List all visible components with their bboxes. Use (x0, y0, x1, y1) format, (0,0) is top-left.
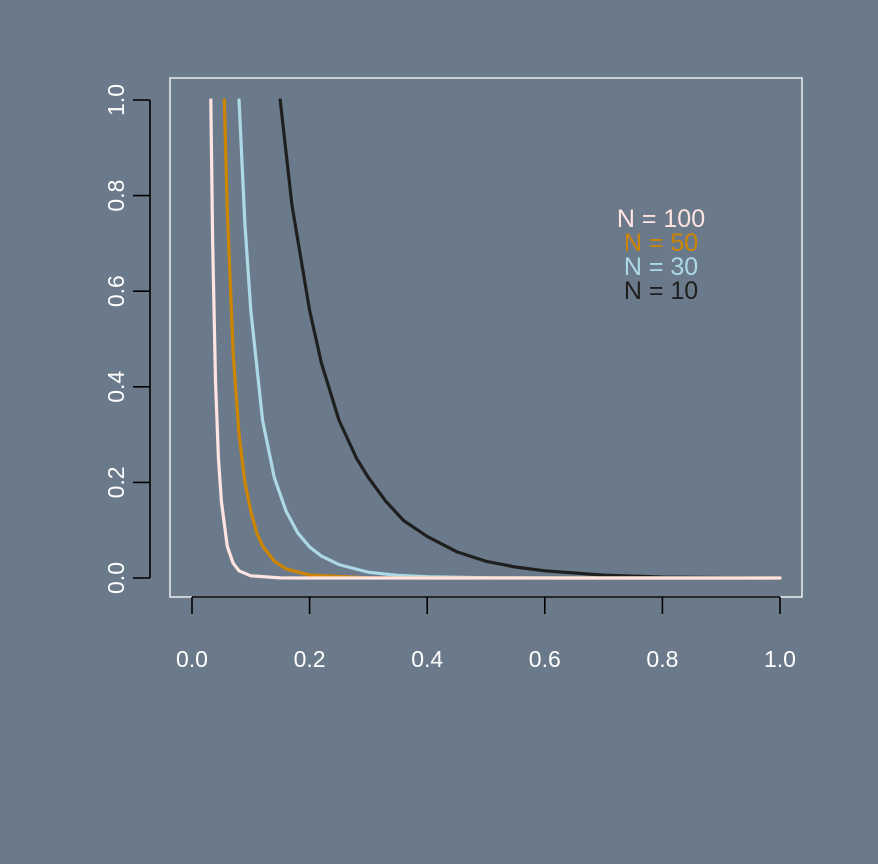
x-tick-label: 0.6 (529, 646, 561, 672)
x-tick-label: 0.2 (294, 646, 326, 672)
y-tick-label: 0.4 (103, 371, 129, 403)
legend-entry: N = 10 (624, 277, 698, 305)
x-tick-label: 0.4 (411, 646, 443, 672)
legend-entry: N = 30 (624, 253, 698, 281)
legend-entry: N = 100 (617, 205, 705, 233)
x-tick-label: 1.0 (764, 646, 796, 672)
series-line-n-10 (278, 98, 782, 580)
y-tick-label: 0.6 (103, 275, 129, 307)
series-layer (209, 98, 782, 580)
y-tick-label: 0.8 (103, 180, 129, 212)
y-tick-label: 1.0 (103, 84, 129, 116)
x-axis: 0.0 0.2 0.4 0.6 0.8 1.0 (176, 596, 796, 672)
y-tick-label: 0.0 (103, 562, 129, 594)
x-tick-label: 0.8 (646, 646, 678, 672)
y-axis: 0.0 0.2 0.4 0.6 0.8 1.0 (103, 84, 151, 594)
legend-entry: N = 50 (624, 229, 698, 257)
y-tick-label: 0.2 (103, 466, 129, 498)
x-tick-label: 0.0 (176, 646, 208, 672)
series-line-n-100 (209, 98, 782, 580)
